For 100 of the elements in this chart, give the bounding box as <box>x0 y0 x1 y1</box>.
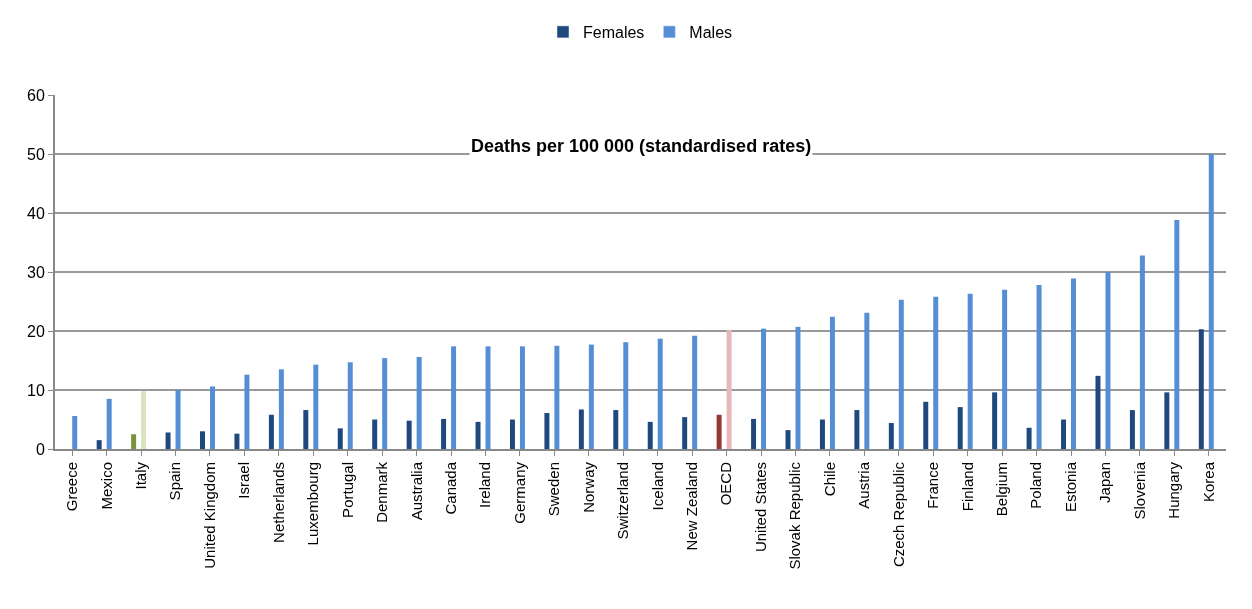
text: Deaths per 100 000 (standardised rates) <box>471 136 812 156</box>
y-tick-label: 20 <box>27 322 45 340</box>
bar <box>829 316 835 449</box>
bar <box>1164 392 1170 449</box>
bar <box>544 413 550 449</box>
bar <box>992 392 998 449</box>
x-tick-label: United States <box>751 462 769 553</box>
x-tick-label: Hungary <box>1165 461 1183 519</box>
bar <box>209 386 215 449</box>
bar <box>278 369 284 449</box>
bar <box>623 342 629 449</box>
x-tick-label: Iceland <box>648 462 666 511</box>
bar <box>234 433 240 449</box>
bar <box>372 419 378 449</box>
bar <box>1095 375 1101 449</box>
bar <box>347 362 353 449</box>
y-tick-label: 60 <box>27 86 45 104</box>
bar <box>313 364 319 449</box>
bar <box>588 344 594 449</box>
bar <box>451 346 457 449</box>
bar <box>819 419 825 449</box>
x-tick-label: Korea <box>1199 461 1217 503</box>
bar <box>716 414 722 449</box>
bar <box>898 299 904 449</box>
bar <box>485 346 491 449</box>
legend-label: Males <box>689 24 733 42</box>
x-tick-label: Ireland <box>476 462 494 508</box>
x-tick-label: Germany <box>510 461 528 524</box>
x-tick-label: OECD <box>717 461 735 506</box>
bar <box>1129 410 1135 449</box>
y-tick-label: 40 <box>27 204 45 222</box>
bar <box>1002 289 1008 449</box>
bar <box>1105 272 1111 449</box>
bar <box>1061 419 1067 449</box>
bar <box>441 418 447 449</box>
bar <box>337 428 343 449</box>
bar <box>175 390 181 449</box>
x-tick-label: Estonia <box>1061 461 1079 513</box>
x-tick-label: Switzerland <box>614 462 632 540</box>
x-tick-label: United Kingdom <box>200 462 218 569</box>
x-tick-label: Norway <box>579 461 597 513</box>
x-tick-label: Canada <box>441 461 459 515</box>
x-tick-label: Austria <box>855 461 873 509</box>
x-tick-label: Denmark <box>373 461 391 523</box>
bar <box>1071 278 1077 449</box>
y-tick-label: 30 <box>27 263 45 281</box>
bar <box>647 421 653 449</box>
x-tick-label: Greece <box>63 462 81 512</box>
bar <box>519 346 525 449</box>
bar <box>726 329 732 449</box>
bar <box>1208 154 1214 449</box>
x-tick-label: Czech Republic <box>889 461 907 568</box>
x-tick-label: Slovenia <box>1130 461 1148 520</box>
x-tick-label: France <box>924 462 942 509</box>
bar <box>957 407 963 449</box>
y-tick-label: 50 <box>27 145 45 163</box>
x-tick-label: Italy <box>131 461 149 490</box>
x-tick-label: Mexico <box>97 462 115 510</box>
bar <box>578 409 584 449</box>
bar <box>1198 329 1204 449</box>
x-tick-label: Sweden <box>545 462 563 517</box>
bar <box>923 401 929 449</box>
bar <box>131 434 137 449</box>
x-tick-label: Chile <box>820 462 838 497</box>
bar <box>795 326 801 449</box>
bar <box>933 296 939 449</box>
bar <box>244 374 250 449</box>
x-tick-label: New Zealand <box>683 462 701 551</box>
bar <box>475 421 481 449</box>
bar <box>165 432 171 449</box>
y-tick-label: 0 <box>35 440 45 458</box>
x-tick-label: Portugal <box>338 462 356 518</box>
x-tick-label: Israel <box>235 462 253 499</box>
bar <box>268 414 274 449</box>
bar <box>613 410 619 449</box>
bar <box>554 345 560 449</box>
x-tick-label: Luxembourg <box>304 462 322 546</box>
bar <box>1174 220 1180 449</box>
bar <box>509 419 515 449</box>
x-tick-label: Australia <box>407 461 425 521</box>
x-tick-label: Slovak Republic <box>786 461 804 570</box>
bar <box>967 293 973 449</box>
x-tick-label: Netherlands <box>269 462 287 543</box>
bar <box>200 431 205 449</box>
bar <box>382 358 388 449</box>
x-tick-label: Spain <box>166 462 184 501</box>
bar <box>1036 284 1042 449</box>
y-tick-label: 10 <box>27 381 45 399</box>
bar <box>692 335 698 449</box>
bar <box>751 418 757 449</box>
x-tick-label: Finland <box>958 462 976 512</box>
bar <box>864 312 870 449</box>
x-tick-label: Poland <box>1027 462 1045 509</box>
bar <box>303 410 309 449</box>
bar <box>854 410 860 449</box>
bar <box>888 423 894 449</box>
x-tick-label: Japan <box>1096 462 1114 503</box>
bar <box>761 328 767 449</box>
bar <box>682 417 688 449</box>
bar <box>1026 427 1032 449</box>
